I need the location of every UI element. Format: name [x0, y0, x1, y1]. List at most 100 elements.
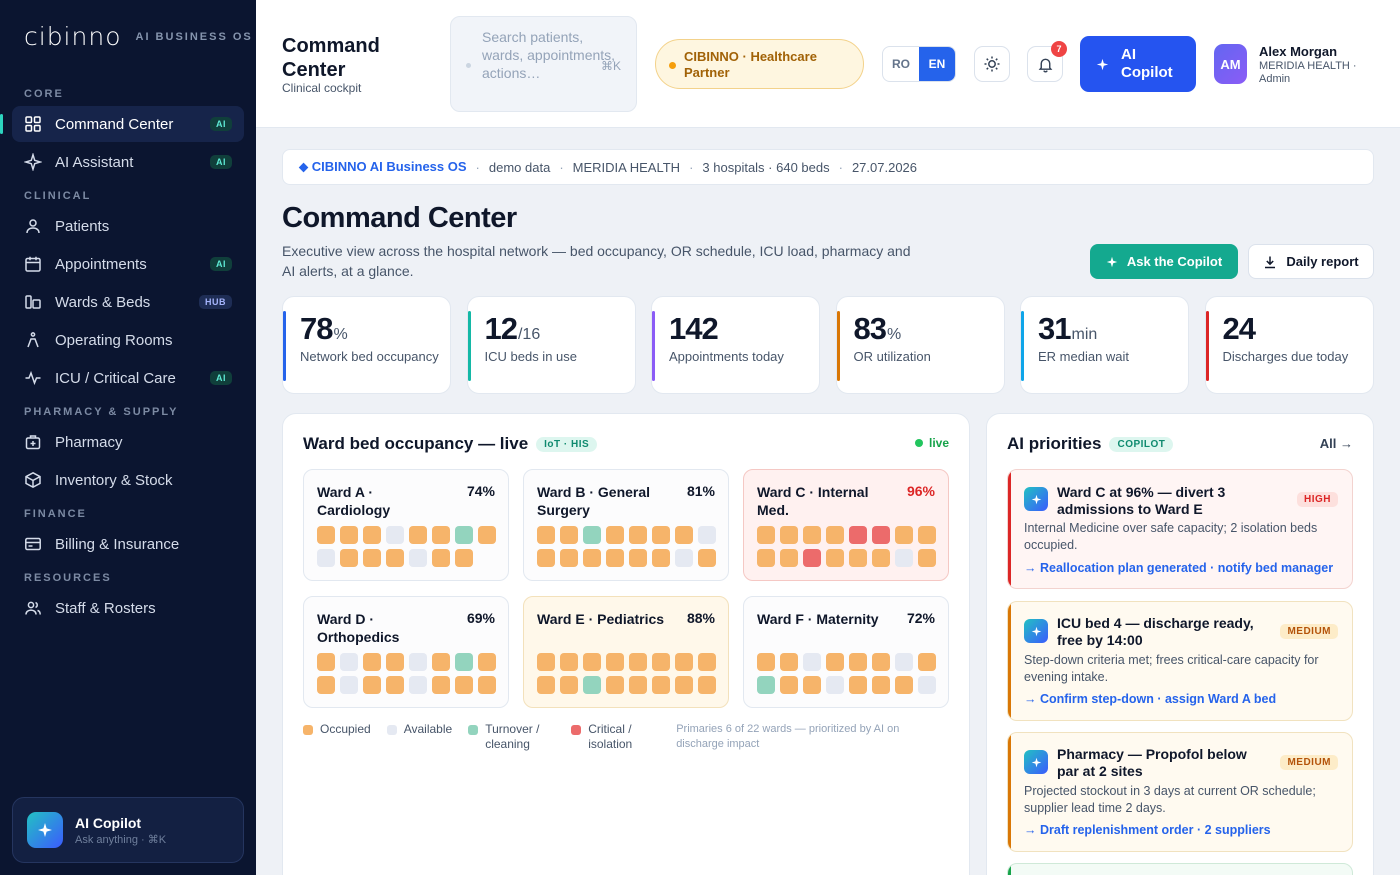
- kpi-card[interactable]: 78% Network bed occupancy: [282, 296, 451, 394]
- bed-cell: [780, 653, 798, 671]
- legend-label: Available: [403, 722, 453, 736]
- calendar-icon: [24, 255, 42, 273]
- brand[interactable]: cibinno AI BUSINESS OS: [24, 22, 253, 51]
- priority-accent: [1008, 864, 1011, 875]
- bed-cell: [872, 526, 890, 544]
- page-title: Command Center: [282, 202, 517, 234]
- lang-ro-button[interactable]: RO: [892, 57, 910, 71]
- daily-report-button[interactable]: Daily report: [1248, 244, 1374, 279]
- search-placeholder: Search patients, wards, appointments, ac…: [482, 29, 616, 81]
- sidebar-item-badge: AI: [210, 155, 232, 169]
- breadcrumb-separator: ·: [689, 159, 694, 175]
- kpi-card[interactable]: 12/16 ICU beds in use: [466, 296, 636, 394]
- kpi-accent: [467, 311, 471, 381]
- bed-cell: [432, 526, 450, 544]
- sidebar-item-label: Inventory & Stock: [55, 471, 173, 489]
- bed-cell: [803, 549, 821, 567]
- bed-cell: [537, 676, 555, 694]
- sidebar-item-staff-rosters[interactable]: Staff & Rosters: [12, 590, 244, 626]
- sidebar-item-operating-rooms[interactable]: Operating Rooms: [12, 322, 244, 358]
- bed-cell: [317, 526, 335, 544]
- kpi-card[interactable]: 24 Discharges due today: [1204, 296, 1374, 394]
- ward-card[interactable]: Ward A · Cardiology 74%: [303, 469, 509, 581]
- sun-icon: [984, 56, 1000, 72]
- bed-cell: [340, 676, 358, 694]
- ward-card[interactable]: Ward C · Internal Med. 96%: [743, 469, 949, 581]
- ai-copilot-button[interactable]: AI Copilot: [1080, 36, 1196, 92]
- kpi-card[interactable]: 31min ER median wait: [1020, 296, 1189, 394]
- bed-cell: [849, 549, 867, 567]
- priority-action-link[interactable]: → Draft replenishment order · 2 supplier…: [1024, 823, 1271, 837]
- bed-cell: [826, 526, 844, 544]
- bed-cell: [918, 653, 936, 671]
- bed-cell: [803, 526, 821, 544]
- kpi-number: 12: [484, 311, 518, 346]
- ward-card[interactable]: Ward F · Maternity 72%: [743, 596, 949, 708]
- kpi-value: 78%: [300, 311, 348, 347]
- priority-action-link[interactable]: → Confirm step-down · assign Ward A bed: [1024, 692, 1277, 706]
- search-input[interactable]: Search patients, wards, appointments, ac…: [450, 16, 637, 112]
- bed-cell: [652, 549, 670, 567]
- lang-en-button[interactable]: EN: [919, 47, 955, 81]
- bed-cell: [629, 676, 647, 694]
- kpi-value: 24: [1223, 311, 1256, 347]
- sidebar-item-patients[interactable]: Patients: [12, 208, 244, 244]
- bed-cell: [895, 676, 913, 694]
- bed-grid: [537, 526, 717, 567]
- sidebar-item-inventory-stock[interactable]: Inventory & Stock: [12, 462, 244, 498]
- language-switcher[interactable]: RO EN: [882, 46, 956, 82]
- ward-occupancy-pct: 88%: [686, 610, 715, 626]
- search-shortcut: ⌘K: [600, 59, 621, 73]
- sidebar-item-command-center[interactable]: Command Center AI: [0, 106, 244, 142]
- bed-cell: [652, 653, 670, 671]
- kpi-card[interactable]: 142 Appointments today: [651, 296, 820, 394]
- view-all-link[interactable]: All →: [1319, 436, 1353, 451]
- sidebar-item-ai-assistant[interactable]: AI Assistant AI: [12, 144, 244, 180]
- ai-priority-card[interactable]: ICU bed 4 — discharge ready, free by 14:…: [1007, 601, 1353, 721]
- ward-occupancy-pct: 69%: [466, 610, 495, 626]
- ward-card[interactable]: Ward B · General Surgery 81%: [523, 469, 729, 581]
- bed-grid: [317, 526, 497, 567]
- sidebar-item-pharmacy[interactable]: Pharmacy: [12, 424, 244, 460]
- bed-cell: [606, 653, 624, 671]
- kpi-value: 83%: [854, 311, 902, 347]
- live-indicator: live: [914, 436, 949, 450]
- ward-card[interactable]: Ward D · Orthopedics 69%: [303, 596, 509, 708]
- sidebar-item-appointments[interactable]: Appointments AI: [12, 246, 244, 282]
- bed-cell: [780, 526, 798, 544]
- priority-action-link[interactable]: → Reallocation plan generated · notify b…: [1024, 561, 1334, 575]
- sidebar-copilot-card[interactable]: AI Copilot Ask anything · ⌘K: [12, 797, 244, 863]
- nav-section-label: CORE: [24, 88, 64, 100]
- kpi-card[interactable]: 83% OR utilization: [835, 296, 1005, 394]
- ai-priority-card[interactable]: Ward C at 96% — divert 3 admissions to W…: [1007, 469, 1353, 589]
- ask-copilot-button[interactable]: Ask the Copilot: [1090, 244, 1238, 279]
- sidebar-item-icu-critical-care[interactable]: ICU / Critical Care AI: [12, 360, 244, 396]
- breadcrumb-item[interactable]: ⬥ CIBINNO AI Business OS: [299, 159, 467, 174]
- bed-cell: [317, 549, 335, 567]
- bed-cell: [432, 653, 450, 671]
- bed-cell: [780, 676, 798, 694]
- kpi-number: 24: [1222, 311, 1256, 346]
- partner-dot-icon: [669, 62, 676, 69]
- kpi-unit: %: [886, 326, 902, 343]
- copilot-card-subtitle: Ask anything · ⌘K: [75, 833, 167, 846]
- sidebar-item-wards-beds[interactable]: Wards & Beds HUB: [12, 284, 244, 320]
- ward-name: Ward D · Orthopedics: [317, 611, 400, 645]
- ward-card[interactable]: Ward E · Pediatrics 88%: [523, 596, 729, 708]
- notifications-button[interactable]: 7: [1027, 41, 1067, 82]
- bed-cell: [826, 549, 844, 567]
- ai-priorities-title-text: AI priorities: [1007, 434, 1102, 453]
- sidebar-item-badge: AI: [210, 257, 232, 271]
- ai-priority-card[interactable]: Pharmacy — Propofol below par at 2 sites…: [1007, 732, 1353, 852]
- avatar: AM: [1214, 44, 1247, 84]
- breadcrumb-separator: ·: [559, 159, 564, 175]
- user-menu[interactable]: AM Alex Morgan MERIDIA HEALTH · Admin: [1214, 44, 1359, 86]
- breadcrumb-item: MERIDIA HEALTH: [572, 159, 681, 175]
- bed-cell: [363, 549, 381, 567]
- iot-tag: IoT · HIS: [536, 437, 598, 453]
- ai-priority-card[interactable]: [1007, 863, 1353, 875]
- ward-occupancy-pct: 96%: [906, 483, 935, 499]
- kpi-value: 12/16: [485, 311, 541, 347]
- sidebar-item-billing-insurance[interactable]: Billing & Insurance: [12, 526, 244, 562]
- theme-toggle-button[interactable]: [974, 46, 1010, 82]
